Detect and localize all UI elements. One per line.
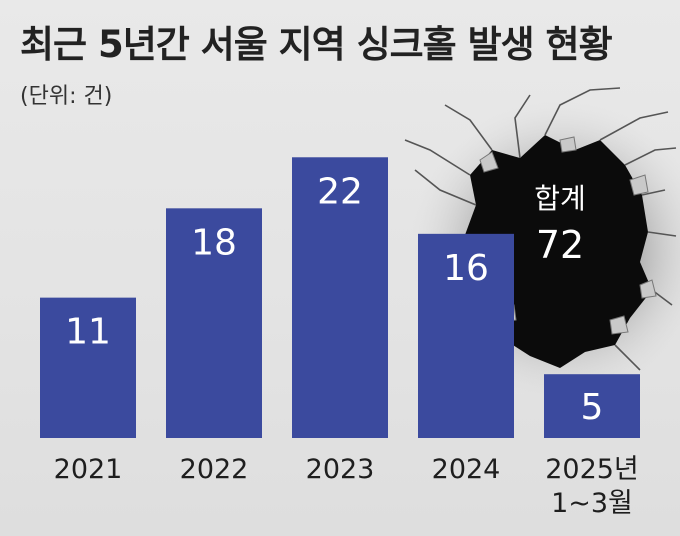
- bar-0: [40, 297, 136, 438]
- bars-layer: [40, 157, 640, 438]
- bar-value-label-3: 16: [443, 248, 489, 289]
- x-tick-label-0: 2021: [54, 454, 123, 485]
- bar-value-label-1: 18: [191, 222, 237, 263]
- x-tick-label-1: 2022: [180, 454, 249, 485]
- bar-value-label-4: 5: [581, 387, 604, 428]
- bar-value-label-0: 11: [65, 312, 111, 353]
- bar-2: [292, 157, 388, 438]
- total-label: 합계: [534, 182, 586, 215]
- bar-value-label-2: 22: [317, 171, 363, 212]
- bar-3: [418, 233, 514, 438]
- chart-title: 최근 5년간 서울 지역 싱크홀 발생 현황: [20, 23, 613, 66]
- x-tick-label-2: 2023: [306, 454, 375, 485]
- x-tick-label-4-1: 1~3월: [551, 488, 633, 519]
- crack-lines: [404, 87, 677, 371]
- bar-4: [544, 374, 640, 438]
- x-tick-label-4-0: 2025년: [545, 454, 639, 485]
- total-value: 72: [536, 223, 584, 267]
- x-tick-label-3: 2024: [432, 454, 501, 485]
- unit-label: (단위: 건): [20, 84, 113, 109]
- bar-1: [166, 208, 262, 438]
